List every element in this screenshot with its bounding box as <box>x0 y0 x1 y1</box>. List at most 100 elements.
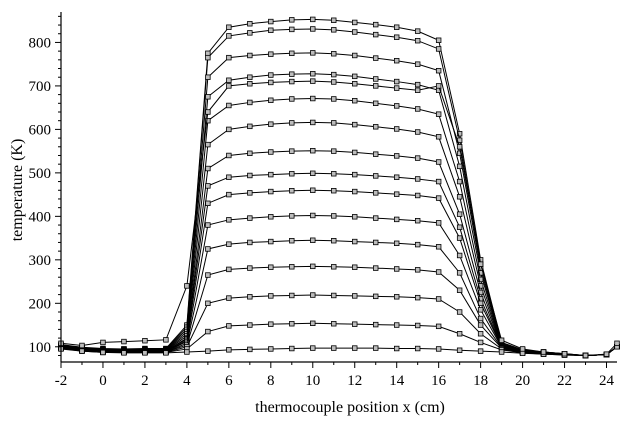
data-point <box>205 109 211 115</box>
data-point <box>310 345 316 351</box>
data-point <box>435 323 442 330</box>
x-tick-label: 6 <box>225 373 233 389</box>
data-point <box>373 239 379 246</box>
data-point <box>310 147 316 154</box>
data-point <box>226 347 232 353</box>
data-point <box>289 17 295 23</box>
data-point <box>435 46 442 52</box>
data-point <box>393 191 400 197</box>
data-point <box>289 213 295 219</box>
data-point <box>456 270 463 276</box>
series-line <box>60 52 618 356</box>
data-point <box>331 237 337 244</box>
y-tick-label: 400 <box>29 209 52 225</box>
data-point <box>268 238 274 245</box>
data-point <box>414 217 421 224</box>
data-point <box>226 217 232 223</box>
data-point <box>289 148 295 154</box>
data-point <box>247 172 253 179</box>
data-point <box>205 222 211 228</box>
data-point <box>247 265 253 271</box>
data-point <box>331 213 337 219</box>
data-point <box>435 178 442 185</box>
data-point <box>414 192 421 199</box>
data-point <box>205 165 211 172</box>
data-point <box>100 349 106 356</box>
data-point <box>456 331 463 337</box>
y-tick-label: 600 <box>29 122 52 138</box>
data-point <box>205 74 211 80</box>
data-point <box>331 120 337 126</box>
data-point <box>310 95 316 102</box>
series-10 <box>58 212 620 359</box>
data-point <box>352 171 358 178</box>
y-axis-label: temperature (K) <box>9 139 26 242</box>
data-point <box>226 266 232 273</box>
series-line <box>60 150 618 356</box>
data-point <box>561 351 568 357</box>
data-point <box>477 339 484 346</box>
data-point <box>289 237 295 244</box>
data-point <box>268 171 274 178</box>
data-point <box>289 50 295 57</box>
series-2 <box>58 26 620 359</box>
data-point <box>414 241 421 248</box>
data-point <box>247 99 253 106</box>
data-point <box>247 81 253 87</box>
data-point <box>435 269 442 275</box>
series-line <box>60 80 618 356</box>
data-point <box>373 83 379 89</box>
data-point <box>435 111 442 117</box>
data-point <box>247 346 253 353</box>
x-ticks: -2 0 2 4 6 8 10 12 14 16 18 20 22 24 <box>55 362 615 389</box>
plot-area <box>58 16 620 359</box>
data-point <box>268 264 274 270</box>
data-point <box>289 96 295 102</box>
x-tick-label: 18 <box>473 373 488 389</box>
data-point <box>310 71 316 77</box>
data-point <box>456 347 463 353</box>
data-point <box>477 307 484 313</box>
data-point <box>352 238 358 245</box>
data-point <box>352 214 358 220</box>
series-3 <box>58 50 620 359</box>
data-point <box>435 134 442 140</box>
data-point <box>184 349 190 355</box>
series-12 <box>58 263 620 359</box>
y-tick-label: 500 <box>29 166 52 182</box>
data-point <box>289 345 295 352</box>
data-point <box>352 121 358 128</box>
data-point <box>247 294 253 300</box>
data-point <box>456 287 463 293</box>
data-point <box>226 323 232 329</box>
data-point <box>373 173 379 179</box>
data-point <box>393 240 400 247</box>
data-point <box>373 76 379 82</box>
y-tick-label: 100 <box>29 340 52 356</box>
data-point <box>373 100 379 107</box>
data-point <box>477 276 484 283</box>
data-point <box>331 292 337 299</box>
series-line <box>60 189 618 356</box>
data-point <box>352 149 358 156</box>
data-point <box>373 321 379 328</box>
data-point <box>393 345 400 352</box>
data-point <box>373 31 379 38</box>
data-point <box>331 171 337 177</box>
data-point <box>79 348 85 354</box>
data-point <box>268 214 274 220</box>
data-point <box>121 338 127 345</box>
data-point <box>352 52 358 59</box>
x-tick-label: 4 <box>183 373 191 389</box>
data-point <box>331 79 337 85</box>
data-point <box>393 78 400 85</box>
data-point <box>247 190 253 196</box>
data-point <box>435 220 442 226</box>
data-point <box>456 178 463 185</box>
data-point <box>310 26 316 32</box>
data-point <box>310 16 316 23</box>
data-point <box>477 261 484 267</box>
data-point <box>393 34 400 40</box>
data-point <box>289 71 295 77</box>
